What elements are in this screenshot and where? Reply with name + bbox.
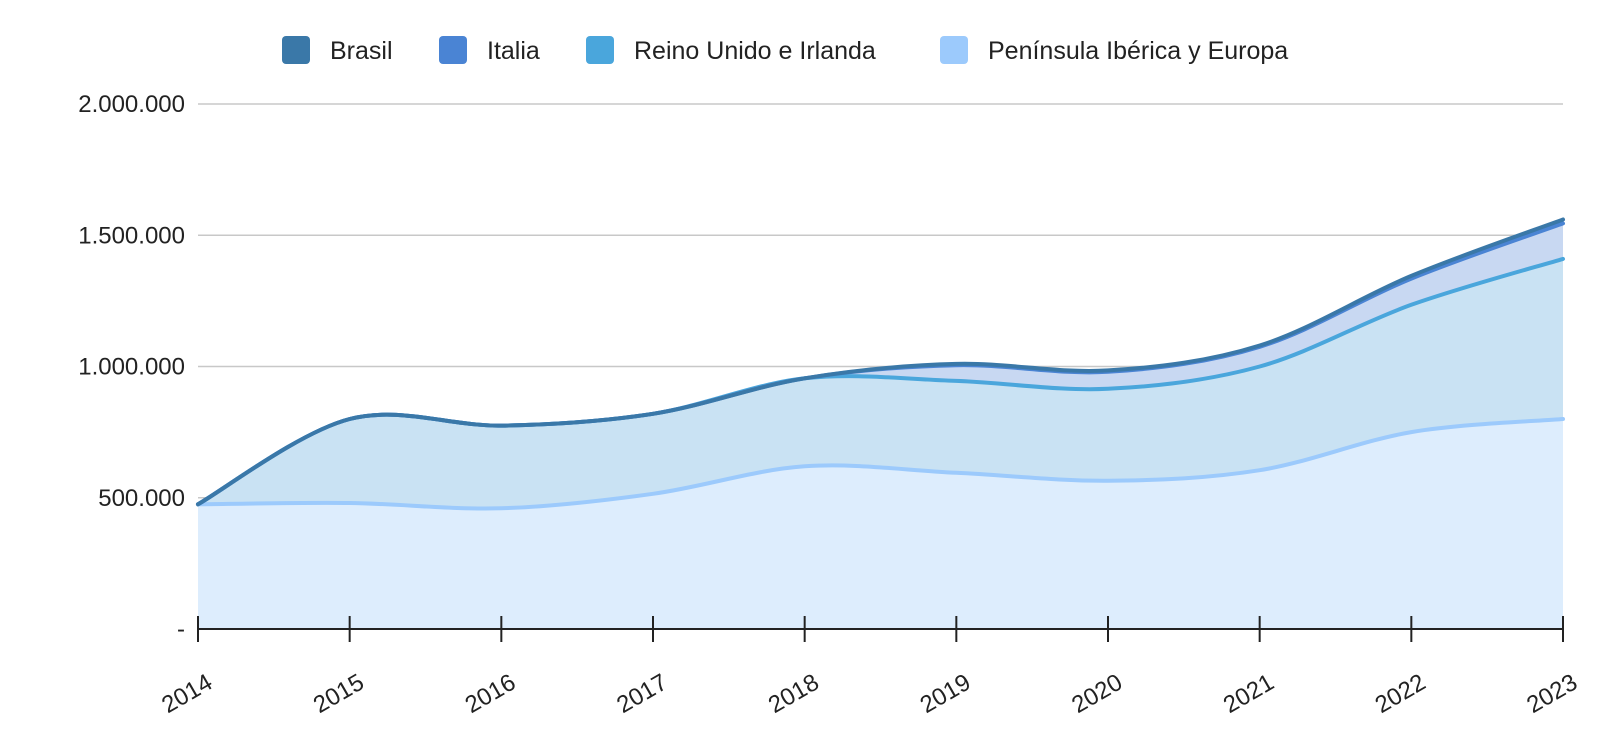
series-lines xyxy=(196,217,1565,511)
x-tick-label: 2020 xyxy=(1067,669,1127,719)
x-tick-label: 2014 xyxy=(157,669,217,719)
x-tick-label: 2019 xyxy=(916,669,976,719)
x-tick-label: 2015 xyxy=(309,669,369,719)
x-tick-label: 2016 xyxy=(461,669,521,719)
y-axis-ticks: - 500.000 1.000.000 1.500.000 2.000.000 xyxy=(78,91,185,643)
legend: Brasil Italia Reino Unido e Irlanda Penínsu… xyxy=(282,36,1288,65)
legend-swatch xyxy=(282,36,310,64)
legend-label: Reino Unido e Irlanda xyxy=(634,37,876,65)
axes xyxy=(197,616,1564,642)
legend-item-reino-unido-e-irlanda: Reino Unido e Irlanda xyxy=(586,36,876,65)
legend-swatch xyxy=(439,36,467,64)
x-tick-label: 2017 xyxy=(612,669,672,719)
y-tick-label: 1.500.000 xyxy=(78,222,185,249)
x-tick-label: 2021 xyxy=(1219,669,1279,719)
x-tick-label: 2018 xyxy=(764,669,824,719)
legend-label: Brasil xyxy=(330,37,393,65)
y-tick-label: 500.000 xyxy=(98,485,185,512)
y-tick-label: - xyxy=(177,616,185,643)
x-tick-label: 2022 xyxy=(1371,669,1431,719)
legend-item-italia: Italia xyxy=(439,36,540,65)
area-peninsula-iberica-y-europa xyxy=(198,419,1563,629)
line-brasil xyxy=(196,217,1565,507)
legend-label: Italia xyxy=(487,37,540,65)
legend-item-brasil: Brasil xyxy=(282,36,393,65)
legend-swatch xyxy=(940,36,968,64)
x-axis-ticks: 2014 2015 2016 2017 2018 2019 2020 2021 2022 2023 xyxy=(157,669,1582,719)
legend-item-peninsula-iberica-y-europa: Península Ibérica y Europa xyxy=(940,36,1288,65)
y-tick-label: 2.000.000 xyxy=(78,91,185,118)
legend-swatch xyxy=(586,36,614,64)
series-areas xyxy=(198,219,1563,629)
legend-label: Península Ibérica y Europa xyxy=(988,37,1288,65)
line-peninsula-iberica-y-europa xyxy=(196,417,1565,511)
x-tick-label: 2023 xyxy=(1522,669,1582,719)
y-tick-label: 1.000.000 xyxy=(78,354,185,381)
